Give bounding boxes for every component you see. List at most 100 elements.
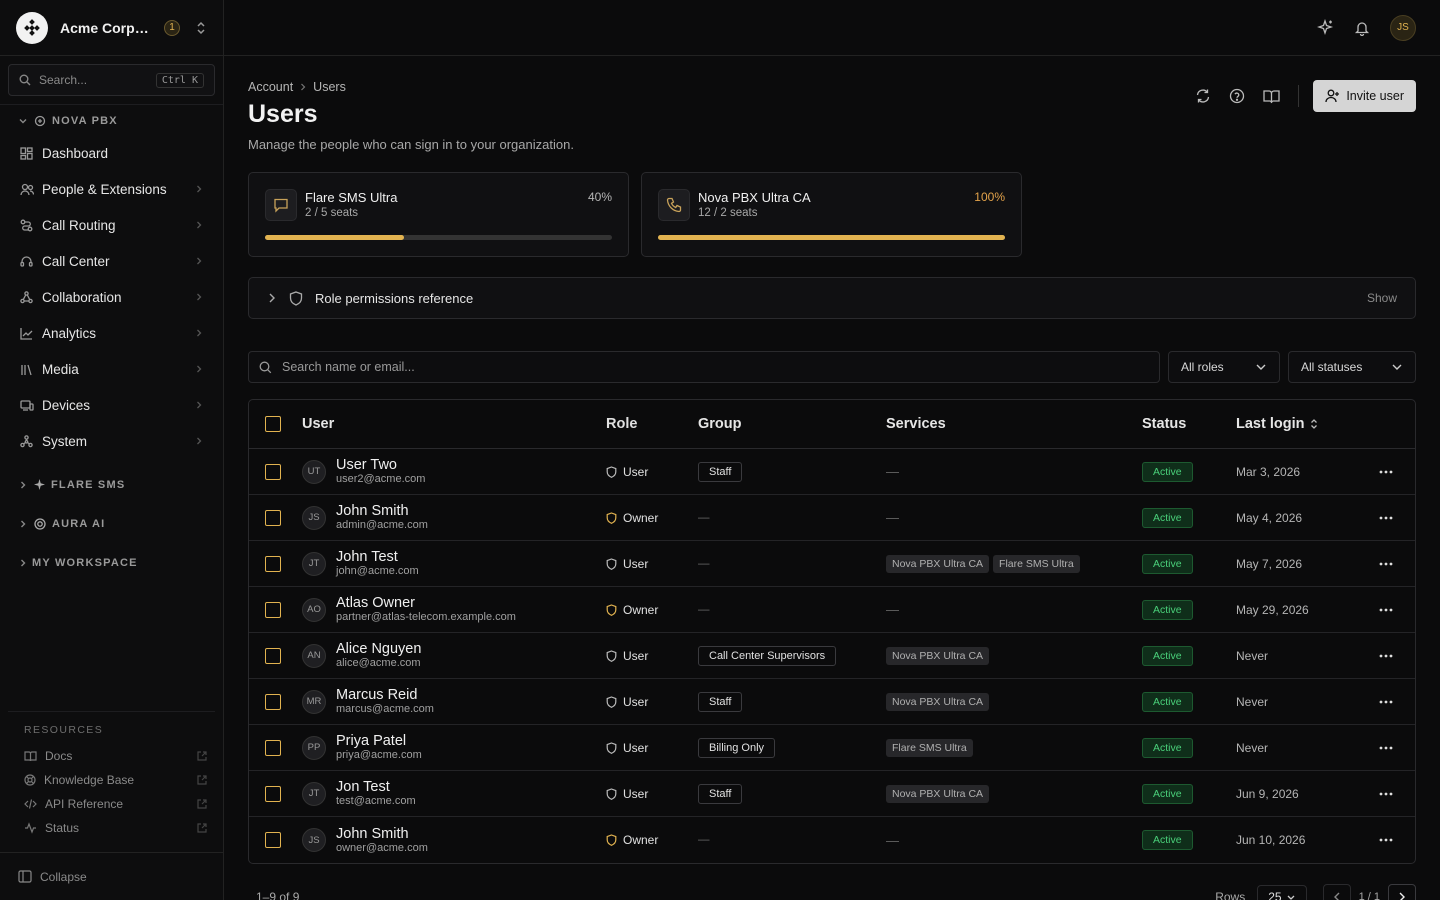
user-shield-icon (606, 557, 617, 570)
dashboard-icon (20, 146, 34, 160)
chevron-down-icon (1391, 363, 1403, 371)
table-row[interactable]: JS John Smith admin@acme.com Owner — — A… (249, 495, 1415, 541)
table-footer: 1–9 of 9 Rows 25 1 / 1 (248, 884, 1416, 900)
sidebar-item-people[interactable]: People & Extensions (0, 171, 223, 207)
table-row[interactable]: PP Priya Patel priya@acme.com User Billi… (249, 725, 1415, 771)
rows-per-page-select[interactable]: 25 (1257, 885, 1307, 900)
user-name: Marcus Reid (336, 687, 418, 703)
table-row[interactable]: AN Alice Nguyen alice@acme.com User Call… (249, 633, 1415, 679)
row-checkbox[interactable] (265, 832, 281, 848)
resource-docs[interactable]: Docs (8, 744, 215, 768)
table-row[interactable]: MR Marcus Reid marcus@acme.com User Staf… (249, 679, 1415, 725)
sidebar-item-system[interactable]: System (0, 423, 223, 459)
section-header-flare-sms[interactable]: FLARE SMS (0, 465, 223, 504)
row-actions-button[interactable] (1366, 516, 1406, 520)
breadcrumb-account[interactable]: Account (248, 80, 294, 94)
select-all-checkbox[interactable] (265, 416, 281, 432)
table-row[interactable]: AO Atlas Owner partner@atlas-telecom.exa… (249, 587, 1415, 633)
row-checkbox[interactable] (265, 463, 281, 480)
row-actions-button[interactable] (1366, 654, 1406, 658)
role-permissions-show[interactable]: Show (1366, 291, 1397, 305)
section-header-aura-ai[interactable]: AURA AI (0, 504, 223, 543)
prev-page-button[interactable] (1322, 884, 1351, 900)
page-indicator: 1 / 1 (1358, 891, 1380, 900)
chevron-right-icon (195, 328, 203, 338)
header-services[interactable]: Services (886, 416, 946, 432)
page-subtitle: Manage the people who can sign in to you… (248, 137, 574, 152)
resource-api-reference[interactable]: API Reference (8, 792, 215, 816)
section-header-nova-pbx[interactable]: NOVA PBX (0, 111, 223, 131)
lifebuoy-icon (24, 774, 36, 786)
resource-knowledge-base[interactable]: Knowledge Base (8, 768, 215, 792)
users-table: User Role Group Services Status Last log… (248, 399, 1416, 864)
resource-status[interactable]: Status (8, 816, 215, 840)
row-actions-button[interactable] (1366, 792, 1406, 796)
empty-dash: — (886, 832, 899, 848)
sparkles-icon[interactable] (1317, 19, 1334, 36)
user-role: Owner (623, 510, 659, 525)
row-checkbox[interactable] (265, 693, 281, 710)
row-actions-button[interactable] (1366, 746, 1406, 750)
sidebar-search[interactable]: Search... Ctrl K (8, 64, 215, 96)
section-header-my-workspace[interactable]: MY WORKSPACE (0, 543, 223, 582)
sidebar-item-call-center[interactable]: Call Center (0, 243, 223, 279)
invite-user-button[interactable]: Invite user (1313, 80, 1416, 112)
sidebar-item-collaboration[interactable]: Collaboration (0, 279, 223, 315)
table-row[interactable]: JT John Test john@acme.com User — Nova P… (249, 541, 1415, 587)
user-search-input[interactable]: Search name or email... (248, 351, 1160, 383)
pagination: Rows 25 1 / 1 (1215, 884, 1416, 900)
external-link-icon (197, 799, 207, 809)
row-actions-button[interactable] (1366, 608, 1406, 612)
row-actions-button[interactable] (1366, 700, 1406, 704)
user-avatar[interactable]: JS (1390, 14, 1416, 41)
role-permissions-label: Role permissions reference (315, 290, 474, 306)
license-card-flare-sms: Flare SMS Ultra 2 / 5 seats 40% (248, 172, 629, 257)
help-icon[interactable] (1229, 88, 1245, 104)
more-horizontal-icon (1379, 562, 1393, 566)
row-actions-button[interactable] (1366, 470, 1406, 474)
user-role: Owner (623, 602, 659, 617)
table-row[interactable]: UT User Two user2@acme.com User Staff — … (249, 449, 1415, 495)
header-role[interactable]: Role (606, 416, 638, 432)
row-actions-button[interactable] (1366, 838, 1406, 842)
top-bar: JS (224, 0, 1440, 56)
sidebar-item-media[interactable]: Media (0, 351, 223, 387)
row-checkbox[interactable] (265, 601, 281, 618)
group-tag: Staff (698, 461, 743, 482)
refresh-icon[interactable] (1195, 88, 1211, 104)
chevron-updown-icon[interactable] (195, 21, 207, 35)
row-checkbox[interactable] (265, 555, 281, 572)
sidebar-item-devices[interactable]: Devices (0, 387, 223, 423)
org-count-badge: 1 (164, 19, 180, 36)
header-group[interactable]: Group (698, 416, 742, 432)
invite-user-label: Invite user (1346, 89, 1404, 103)
rows-label: Rows (1215, 890, 1246, 900)
table-row[interactable]: JT Jon Test test@acme.com User Staff Nov… (249, 771, 1415, 817)
sidebar-item-label: People & Extensions (42, 181, 167, 197)
bell-icon[interactable] (1354, 20, 1370, 36)
header-user[interactable]: User (302, 416, 335, 432)
license-card-nova-pbx: Nova PBX Ultra CA 12 / 2 seats 100% (641, 172, 1022, 257)
role-permissions-reference[interactable]: Role permissions reference Show (248, 277, 1416, 319)
header-status[interactable]: Status (1142, 416, 1187, 432)
license-seats: 12 / 2 seats (698, 207, 758, 219)
pulse-icon (24, 822, 37, 834)
next-page-button[interactable] (1388, 884, 1416, 900)
row-checkbox[interactable] (265, 647, 281, 664)
row-checkbox[interactable] (265, 785, 281, 802)
collapse-sidebar-button[interactable]: Collapse (0, 852, 223, 900)
row-checkbox[interactable] (265, 509, 281, 526)
row-checkbox[interactable] (265, 739, 281, 756)
row-actions-button[interactable] (1366, 562, 1406, 566)
collapse-label: Collapse (40, 869, 87, 884)
header-last-login[interactable]: Last login (1236, 416, 1366, 432)
table-row[interactable]: JS John Smith owner@acme.com Owner — — A… (249, 817, 1415, 863)
sidebar-item-dashboard[interactable]: Dashboard (0, 135, 223, 171)
status-filter-select[interactable]: All statuses (1288, 351, 1416, 383)
sidebar-item-call-routing[interactable]: Call Routing (0, 207, 223, 243)
org-switcher[interactable]: Acme Corporation 1 (0, 0, 223, 56)
role-filter-select[interactable]: All roles (1168, 351, 1280, 383)
resource-label: Knowledge Base (44, 773, 135, 787)
sidebar-item-analytics[interactable]: Analytics (0, 315, 223, 351)
book-open-icon[interactable] (1263, 89, 1280, 104)
